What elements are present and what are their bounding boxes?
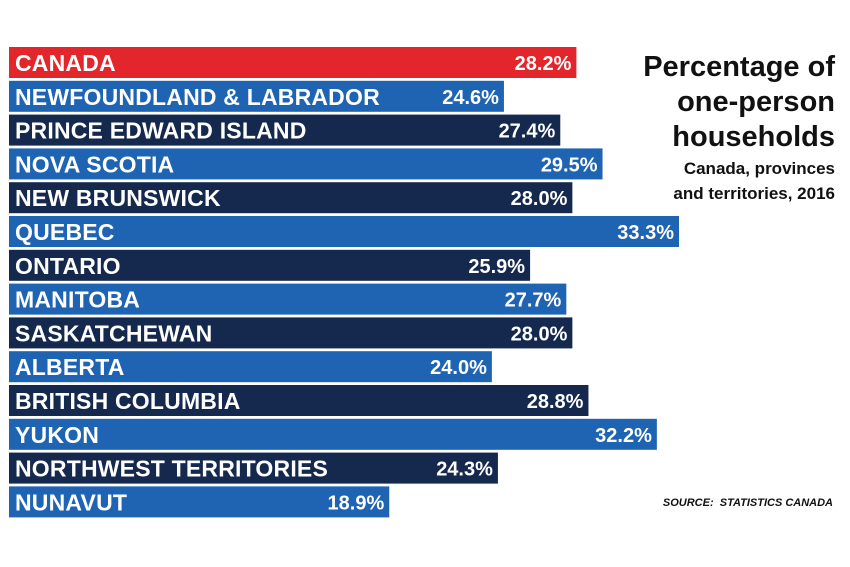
bar-value-label: 18.9% — [328, 492, 385, 514]
bar-category-label: YUKON — [15, 422, 99, 448]
bar-category-label: QUEBEC — [15, 219, 115, 245]
bar-value-label: 27.4% — [499, 121, 556, 143]
bar-value-label: 24.0% — [430, 357, 487, 379]
bar-category-label: CANADA — [15, 50, 116, 76]
bar-canada — [9, 47, 577, 78]
bar-category-label: BRITISH COLUMBIA — [15, 388, 241, 414]
bar-value-label: 33.3% — [617, 222, 674, 244]
chart-title-line-1: Percentage of — [643, 51, 835, 83]
bar-category-label: NEW BRUNSWICK — [15, 185, 221, 211]
bar-value-label: 28.0% — [511, 188, 568, 210]
bar-manitoba — [9, 283, 567, 315]
bar-value-label: 24.3% — [436, 459, 493, 481]
bar-prince-edward-island — [9, 114, 561, 146]
bar-nunavut — [9, 486, 390, 518]
bar-alberta — [9, 351, 492, 383]
bar-yukon — [9, 418, 657, 450]
bar-newfoundland-labrador — [9, 80, 504, 112]
bar-value-label: 28.8% — [527, 391, 584, 413]
bar-northwest-territories — [9, 452, 498, 484]
bar-new-brunswick — [9, 182, 573, 214]
bar-saskatchewan — [9, 317, 573, 349]
chart-subtitle-line-1: Canada, provinces — [683, 159, 835, 178]
bar-category-label: ONTARIO — [15, 253, 121, 279]
bar-category-label: NUNAVUT — [15, 489, 127, 515]
chart-title-line-3: households — [672, 121, 835, 153]
bar-category-label: NORTHWEST TERRITORIES — [15, 456, 328, 482]
bar-category-label: ALBERTA — [15, 354, 125, 380]
title-block: Percentage of one-person households Cana… — [585, 50, 835, 205]
bar-category-label: MANITOBA — [15, 287, 140, 313]
bar-value-label: 28.2% — [515, 53, 572, 75]
bar-value-label: 25.9% — [468, 256, 525, 278]
chart-subtitle-line-2: and territories, 2016 — [673, 184, 835, 203]
bar-quebec — [9, 216, 679, 247]
bar-value-label: 24.6% — [442, 87, 499, 109]
bar-nova-scotia — [9, 148, 603, 180]
source-note: SOURCE: STATISTICS CANADA — [662, 497, 833, 509]
bar-category-label: SASKATCHEWAN — [15, 320, 212, 346]
bars-layer: CANADA 28.2% NEWFOUNDLAND & LABRADOR 24.6% P… — [9, 47, 679, 518]
bar-category-label: PRINCE EDWARD ISLAND — [15, 118, 307, 144]
bar-value-label: 29.5% — [541, 154, 598, 176]
bar-value-label: 27.7% — [505, 290, 562, 312]
bar-ontario — [9, 249, 531, 281]
bar-value-label: 28.0% — [511, 323, 568, 345]
chart-title-line-2: one-person — [677, 86, 835, 118]
bar-category-label: NEWFOUNDLAND & LABRADOR — [15, 84, 380, 110]
bar-category-label: NOVA SCOTIA — [15, 151, 174, 177]
bar-value-label: 32.2% — [595, 425, 652, 447]
bar-british-columbia — [9, 385, 589, 416]
